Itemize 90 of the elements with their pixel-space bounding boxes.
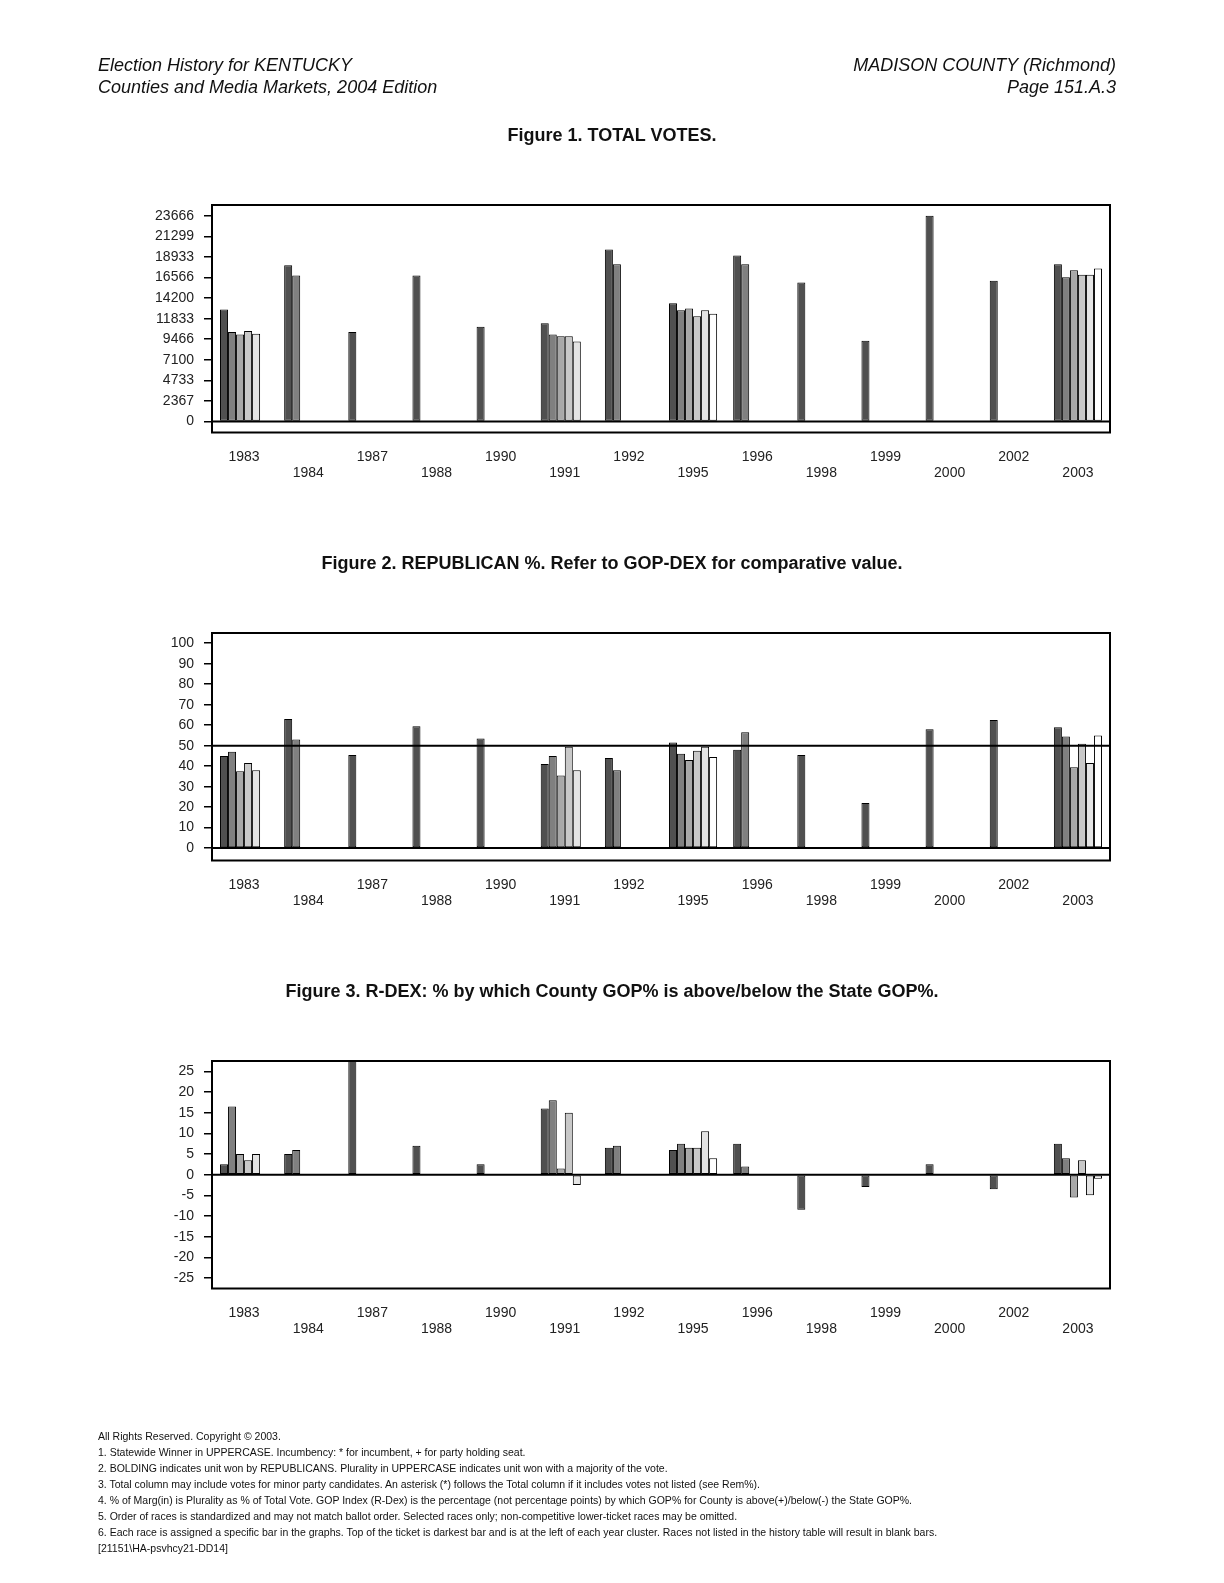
x-tick-label: 1987 — [356, 1303, 389, 1320]
text: Page 151.A.3 — [1005, 76, 1116, 98]
x-tick-label: 2003 — [1062, 464, 1094, 481]
y-tick-label: -15 — [173, 1227, 195, 1244]
x-tick-label: 2003 — [1062, 892, 1094, 909]
x-tick-label: 1990 — [485, 1303, 517, 1320]
chart-title: Figure 2. REPUBLICAN %. Refer to GOP-DEX for comparative value. — [320, 552, 904, 575]
x-tick-label: 1984 — [292, 892, 324, 909]
y-tick-label: 40 — [178, 757, 195, 774]
x-tick-label: 1996 — [741, 1303, 773, 1320]
y-tick-label: 0 — [186, 1165, 195, 1182]
x-tick-label: 1998 — [805, 892, 838, 909]
x-tick-label: 1995 — [677, 464, 709, 481]
x-tick-label: 1988 — [420, 1320, 453, 1337]
y-tick-label: 5 — [186, 1144, 195, 1161]
y-tick-label: 100 — [170, 634, 195, 651]
y-tick-label: 14200 — [155, 288, 195, 305]
text: [21151\HA-psvhcy21-DD14] — [98, 1541, 229, 1556]
x-tick-label: 1983 — [228, 1303, 260, 1320]
x-tick-label: 1991 — [549, 892, 581, 909]
x-tick-label: 1999 — [869, 1303, 902, 1320]
y-tick-label: 11833 — [156, 309, 195, 326]
x-tick-label: 1990 — [485, 447, 517, 464]
x-tick-label: 1992 — [613, 1303, 645, 1320]
x-tick-label: 1991 — [549, 1320, 581, 1337]
text: 5. Order of races is standardized and may not match ballot order. Selected races only; non-competitive lower-ticket races may be omitted. — [98, 1509, 739, 1524]
x-tick-label: 1990 — [485, 875, 517, 892]
x-tick-label: 1998 — [805, 464, 838, 481]
y-tick-label: 25 — [178, 1062, 195, 1079]
x-tick-label: 1988 — [420, 892, 453, 909]
x-tick-label: 2002 — [998, 447, 1030, 464]
y-tick-label: 30 — [178, 777, 195, 794]
x-tick-label: 1988 — [420, 464, 453, 481]
y-tick-label: 70 — [178, 695, 195, 712]
y-tick-label: 4733 — [162, 371, 195, 388]
text: All Rights Reserved. Copyright © 2003. — [98, 1429, 282, 1444]
x-tick-label: 1996 — [741, 875, 773, 892]
y-tick-label: 23666 — [155, 206, 195, 223]
text: 3. Total column may include votes for minor party candidates. An asterisk (*) follows the Total column if it includes votes not listed (see Rem%). — [98, 1477, 761, 1492]
y-tick-label: 16566 — [155, 268, 195, 285]
chart-title: Figure 1. TOTAL VOTES. — [506, 124, 718, 147]
y-tick-label: 50 — [178, 736, 195, 753]
y-tick-label: 2367 — [162, 391, 195, 408]
y-tick-label: -10 — [173, 1206, 195, 1223]
y-tick-label: 18933 — [155, 247, 195, 264]
y-tick-label: 15 — [178, 1103, 195, 1120]
text: 2. BOLDING indicates unit won by REPUBLICANS. Plurality in UPPERCASE indicates unit won with a majority of the vote. — [98, 1461, 669, 1476]
x-tick-label: 1992 — [613, 875, 645, 892]
x-tick-label: 1987 — [356, 447, 389, 464]
x-tick-label: 2002 — [998, 875, 1030, 892]
x-tick-label: 1984 — [292, 1320, 324, 1337]
x-tick-label: 1983 — [228, 447, 260, 464]
x-tick-label: 1987 — [356, 875, 389, 892]
x-tick-label: 2002 — [998, 1303, 1030, 1320]
chart-title: Figure 3. R-DEX: % by which County GOP% is above/below the State GOP%. — [284, 980, 940, 1003]
text: 6. Each race is assigned a specific bar in the graphs. Top of the ticket is darkest bar and is at the left of each year cluster. Races not listed in the history table will result in blank bars. — [98, 1525, 939, 1540]
text: Counties and Media Markets, 2004 Edition — [98, 76, 438, 98]
x-tick-label: 2000 — [934, 1320, 966, 1337]
x-tick-label: 1999 — [869, 875, 902, 892]
x-tick-label: 1991 — [549, 464, 581, 481]
text: 4. % of Marg(in) is Plurality as % of Total Vote. GOP Index (R-Dex) is the percentage (not percentage points) by which GOP% for County is above(+)/below(-) the State GOP%. — [98, 1493, 914, 1508]
y-tick-label: 10 — [178, 1124, 195, 1141]
x-tick-label: 1999 — [869, 447, 902, 464]
y-tick-label: 80 — [178, 675, 195, 692]
x-tick-label: 1995 — [677, 892, 709, 909]
x-tick-label: 2000 — [934, 892, 966, 909]
y-tick-label: 90 — [178, 654, 195, 671]
text: Election History for KENTUCKY — [98, 54, 354, 76]
y-tick-label: 21299 — [155, 227, 195, 244]
y-tick-label: -25 — [173, 1268, 195, 1285]
text: MADISON COUNTY (Richmond) — [853, 54, 1116, 76]
y-tick-label: 7100 — [162, 350, 195, 367]
y-tick-label: 10 — [178, 818, 195, 835]
x-tick-label: 1996 — [741, 447, 773, 464]
y-tick-label: 0 — [186, 412, 195, 429]
y-tick-label: -5 — [181, 1186, 195, 1203]
y-tick-label: 9466 — [162, 330, 195, 347]
x-tick-label: 2000 — [934, 464, 966, 481]
x-tick-label: 1983 — [228, 875, 260, 892]
x-tick-label: 1998 — [805, 1320, 838, 1337]
y-tick-label: 0 — [186, 838, 195, 855]
x-tick-label: 1995 — [677, 1320, 709, 1337]
y-tick-label: 20 — [178, 1082, 195, 1099]
y-tick-label: 20 — [178, 797, 195, 814]
x-tick-label: 1992 — [613, 447, 645, 464]
x-tick-label: 1984 — [292, 464, 324, 481]
x-tick-label: 2003 — [1062, 1320, 1094, 1337]
y-tick-label: 60 — [178, 716, 195, 733]
y-tick-label: -20 — [173, 1248, 195, 1265]
text: 1. Statewide Winner in UPPERCASE. Incumbency: * for incumbent, + for party holding seat. — [98, 1445, 527, 1460]
